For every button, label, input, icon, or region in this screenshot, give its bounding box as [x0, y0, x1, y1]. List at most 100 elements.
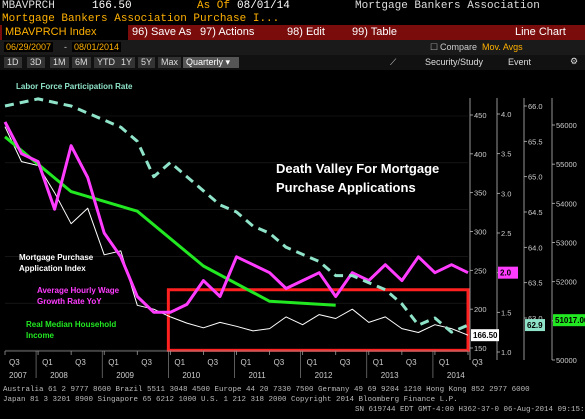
quote-header: MBAVPRCH 166.50 As Of 08/01/14 Mortgage …: [0, 0, 585, 13]
axis-tick-label: 2.5: [501, 229, 511, 238]
actions-button[interactable]: 97) Actions: [200, 26, 255, 38]
period-3d[interactable]: 3D: [27, 57, 45, 68]
axis-tick-label: 66.0: [528, 102, 543, 111]
end-date[interactable]: 08/01/2014: [72, 42, 122, 52]
last-label-lfpr: 62.9: [527, 321, 543, 330]
axis-tick-label: 52000: [556, 278, 577, 287]
axis-tick-label: 53000: [556, 239, 577, 248]
security-source: Mortgage Bankers Association: [355, 0, 540, 12]
x-year-label: 2011: [249, 371, 267, 380]
security-name-row: Mortgage Bankers Association Purchase I.…: [0, 13, 585, 25]
x-tick-label: Q1: [42, 358, 53, 367]
axis-tick-label: 1.0: [501, 348, 511, 357]
period-1m[interactable]: 1M: [50, 57, 69, 68]
period-select[interactable]: Quarterly ▾: [183, 57, 239, 68]
legend-lfpr: Labor Force Participation Rate: [16, 82, 133, 91]
x-tick-label: Q1: [241, 358, 252, 367]
table-button[interactable]: 99) Table: [352, 26, 398, 38]
axis-tick-label: 64.0: [528, 243, 543, 252]
compare-label: Compare: [440, 42, 478, 52]
chart-labels: Death Valley For Mortgage Purchase Appli…: [16, 82, 439, 340]
legend-income-line1: Real Median Household: [26, 320, 116, 329]
axis-tick-label: 450: [474, 111, 487, 120]
period-bar: 1D 3D 1M 6M YTD 1Y 5Y Max Quarterly ▾ ⟋ …: [0, 55, 585, 70]
axis-tick-label: 63.0: [528, 314, 543, 323]
x-year-label: 2008: [50, 371, 68, 380]
x-tick-label: Q3: [406, 358, 417, 367]
chart-type-label[interactable]: Line Chart: [515, 26, 566, 38]
x-year-label: 2012: [315, 371, 333, 380]
chart-title-line1: Death Valley For Mortgage: [276, 161, 439, 176]
chart-style-icon[interactable]: ⟋: [390, 57, 397, 67]
series-lines: [3, 97, 469, 336]
axis-tick-label: 350: [474, 189, 487, 198]
axis-tick-label: 55000: [556, 160, 577, 169]
event-button[interactable]: Event: [508, 57, 532, 67]
last-label-wage: 2.0: [500, 269, 512, 278]
x-axis: Q3 Q1 Q3 Q1 Q3 Q1 Q3 Q1 Q3 Q1 Q3 Q1 Q3 Q1 Q3 2007 2008 20…: [4, 350, 483, 380]
x-tick-label: Q3: [141, 358, 152, 367]
x-year-label: 2013: [381, 371, 399, 380]
axis-tick-label: 3.5: [501, 150, 511, 159]
x-tick-label: Q1: [174, 358, 185, 367]
last-label-mba: 166.50: [473, 331, 498, 340]
last-label-mba-bg: [471, 329, 499, 342]
period-1y[interactable]: 1Y: [118, 57, 136, 68]
series-line-0: [4, 97, 469, 334]
y-axes: 450 400 350 300 250 200 150 4.0 3.5 3.0 2.5 2.0 1.5 1…: [469, 98, 577, 365]
period-1d[interactable]: 1D: [4, 57, 22, 68]
x-year-label: 2007: [9, 371, 27, 380]
last-label-income-bg: [553, 314, 585, 327]
x-tick-label: Q1: [439, 358, 450, 367]
ticker: MBAVPRCH: [2, 0, 55, 12]
x-tick-label: Q1: [108, 358, 119, 367]
x-tick-label: Q3: [274, 358, 285, 367]
last-label-income: 51017.00: [555, 316, 585, 325]
axis-tick-label: 64.5: [528, 208, 543, 217]
period-max[interactable]: Max: [158, 57, 182, 68]
last-label-lfpr-bg: [525, 319, 545, 332]
x-tick-label: Q3: [9, 358, 20, 367]
axis-tick-label: 50000: [556, 356, 577, 365]
axis-tick-label: 65.0: [528, 173, 543, 182]
as-of-label: As Of: [197, 0, 231, 12]
compare-checkbox[interactable]: ☐: [430, 42, 439, 52]
legend-mba-line2: Application Index: [19, 264, 86, 273]
start-date[interactable]: 06/29/2007: [4, 42, 54, 52]
footer-line1: Australia 61 2 9777 8600 Brazil 5511 304…: [3, 386, 530, 394]
footer-line2: Japan 81 3 3201 8900 Singapore 65 6212 1…: [3, 396, 458, 404]
index-label[interactable]: MBAVPRCH Index: [2, 25, 128, 40]
axis-tick-label: 3.0: [501, 189, 511, 198]
security-study-button[interactable]: Security/Study: [425, 57, 484, 67]
date-separator: -: [64, 42, 67, 52]
security-name: Mortgage Bankers Association Purchase I.…: [2, 13, 280, 25]
toolbar: MBAVPRCH Index 96) Save As 97) Actions 9…: [0, 25, 585, 40]
axis-tick-label: 200: [474, 305, 487, 314]
x-year-label: 2010: [182, 371, 200, 380]
last-value-labels: 166.50 2.0 62.9 51017.00: [471, 266, 585, 342]
period-ytd[interactable]: YTD: [94, 57, 118, 68]
x-year-label: 2014: [447, 371, 465, 380]
period-5y[interactable]: 5Y: [138, 57, 156, 68]
as-of-date: 08/01/14: [237, 0, 290, 12]
line-chart: 4504003503002502001504.03.53.02.52.01.51…: [3, 82, 585, 380]
date-range-bar: 06/29/2007 - 08/01/2014 ☐ Compare Mov. A…: [0, 40, 585, 55]
legend-wage-line2: Growth Rate YoY: [37, 297, 102, 306]
period-6m[interactable]: 6M: [72, 57, 91, 68]
edit-button[interactable]: 98) Edit: [287, 26, 325, 38]
axis-tick-label: 1.5: [501, 308, 511, 317]
last-value: 166.50: [92, 0, 132, 12]
x-tick-label: Q1: [373, 358, 384, 367]
annotation-rect: [166, 288, 470, 352]
axis-tick-label: 150: [474, 344, 487, 353]
x-tick-label: Q3: [75, 358, 86, 367]
x-tick-label: Q3: [340, 358, 351, 367]
axis-tick-label: 65.5: [528, 137, 543, 146]
save-as-button[interactable]: 96) Save As: [132, 26, 192, 38]
axis-tick-label: 56000: [556, 121, 577, 130]
x-tick-label: Q1: [307, 358, 318, 367]
mov-avgs-label[interactable]: Mov. Avgs: [482, 42, 523, 52]
legend-mba-line1: Mortgage Purchase: [19, 253, 94, 262]
series-line-1: [4, 126, 469, 336]
gear-icon[interactable]: ⚙: [570, 56, 579, 66]
